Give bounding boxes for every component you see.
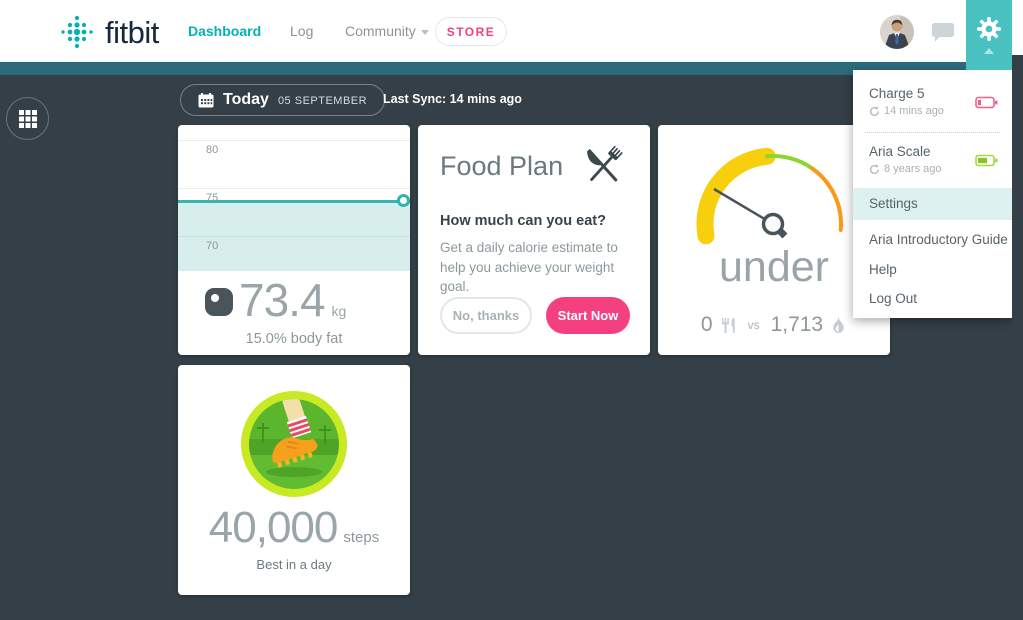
food-plan-tile: Food Plan How much can you eat? Get a da…: [418, 125, 650, 355]
vs-label: vs: [747, 318, 760, 332]
dashboard-grid-button[interactable]: [6, 97, 49, 140]
last-sync-status: Last Sync: 14 mins ago: [383, 92, 522, 106]
gridline-70: [178, 236, 410, 237]
weight-chart-area-fill: [178, 203, 410, 271]
menu-item-aria-introductory-guide[interactable]: Aria Introductory Guide: [869, 232, 1008, 247]
menu-item-log-out[interactable]: Log Out: [869, 291, 918, 306]
device-charge5[interactable]: Charge 5 14 mins ago: [853, 78, 1012, 128]
device-name: Aria Scale: [869, 144, 931, 159]
chevron-down-icon: [420, 29, 429, 35]
ytick-70: 70: [206, 240, 219, 252]
calendar-icon: [198, 92, 214, 107]
power-pole-silhouettes: [257, 423, 331, 445]
calories-in-vs-out-tile[interactable]: under 0 vs 1,713: [658, 125, 890, 355]
store-button[interactable]: STORE: [435, 17, 507, 46]
calorie-status-label: under: [719, 243, 829, 291]
refresh-icon: [870, 164, 880, 174]
nav-tab-log[interactable]: Log: [290, 23, 314, 39]
start-now-button[interactable]: Start Now: [546, 297, 630, 334]
fitbit-logo-mark: [61, 15, 93, 49]
cleat-shoe-illustration: [272, 399, 318, 468]
steps-caption: Best in a day: [256, 557, 332, 572]
battery-medium-icon: [975, 154, 998, 167]
food-plan-title: Food Plan: [440, 151, 564, 181]
refresh-icon: [870, 106, 880, 116]
calories-eaten-value: 0: [700, 313, 713, 336]
top-navbar: fitbit Dashboard Log Community STORE: [0, 0, 1023, 62]
steps-badge-illustration: [249, 399, 339, 489]
scale-icon-dot: [211, 294, 219, 302]
gridline-80: [178, 140, 410, 141]
battery-low-icon: [975, 96, 998, 109]
menu-item-help[interactable]: Help: [869, 262, 897, 277]
gear-icon: [977, 17, 1001, 41]
device-sync-time: 14 mins ago: [869, 105, 944, 117]
calories-burned-value: 1,713: [770, 313, 824, 336]
fork-knife-icon: [721, 317, 735, 333]
messages-button[interactable]: [930, 21, 956, 43]
account-dropdown-menu: Charge 5 14 mins ago Aria Scale: [853, 70, 1012, 318]
gauge-green-zone: [765, 154, 814, 171]
device-aria-scale[interactable]: Aria Scale 8 years ago: [853, 140, 1012, 190]
menu-open-caret-icon: [984, 48, 994, 54]
date-today-label: Today: [223, 91, 269, 108]
nav-tab-community[interactable]: Community: [345, 0, 429, 62]
settings-gear-button[interactable]: [966, 0, 1012, 70]
weight-value: 73.4: [239, 274, 326, 326]
device-name: Charge 5: [869, 86, 925, 101]
steps-unit: steps: [343, 529, 380, 546]
ytick-75: 75: [206, 192, 219, 204]
weight-unit: kg: [331, 303, 347, 319]
speech-bubble-icon: [932, 23, 954, 42]
no-thanks-button[interactable]: No, thanks: [440, 297, 532, 334]
grid-icon: [18, 109, 37, 128]
gauge-needle: [713, 187, 774, 226]
body-fat-label: 15.0% body fat: [245, 331, 343, 347]
right-edge-gutter: [1012, 55, 1023, 620]
menu-item-settings[interactable]: Settings: [853, 188, 1012, 220]
flame-icon: [833, 317, 844, 333]
profile-avatar[interactable]: [880, 15, 914, 49]
gauge-orange-zone: [810, 166, 843, 232]
avatar-photo: [880, 15, 914, 49]
brand-wordmark: fitbit: [105, 14, 159, 50]
food-plan-question: How much can you eat?: [440, 213, 606, 229]
gauge-yellow-zone: [696, 147, 776, 245]
steps-value: 40,000: [208, 503, 339, 552]
date-selector[interactable]: Today 05 SEPTEMBER: [180, 84, 386, 116]
weight-tile[interactable]: 80 75 70 73.4 kg 15.0% body fat: [178, 125, 410, 355]
ytick-80: 80: [206, 144, 219, 156]
nav-tab-dashboard[interactable]: Dashboard: [188, 23, 262, 39]
scale-icon: [205, 288, 233, 316]
gridline-75: [178, 188, 410, 189]
best-steps-tile[interactable]: 40,000 steps Best in a day: [178, 365, 410, 595]
gauge-hub: [761, 212, 785, 236]
date-value: 05 SEPTEMBER: [277, 95, 368, 107]
weight-chart-line: [178, 200, 410, 203]
device-sync-time: 8 years ago: [869, 163, 941, 175]
calorie-gauge: [696, 147, 843, 245]
food-plan-description: Get a daily calorie estimate to help you…: [440, 240, 618, 295]
weight-chart-point-marker: [397, 194, 410, 207]
fitbit-logo[interactable]: fitbit: [58, 12, 159, 52]
utensils-icon: [578, 141, 630, 198]
dropdown-divider: [865, 132, 1000, 133]
